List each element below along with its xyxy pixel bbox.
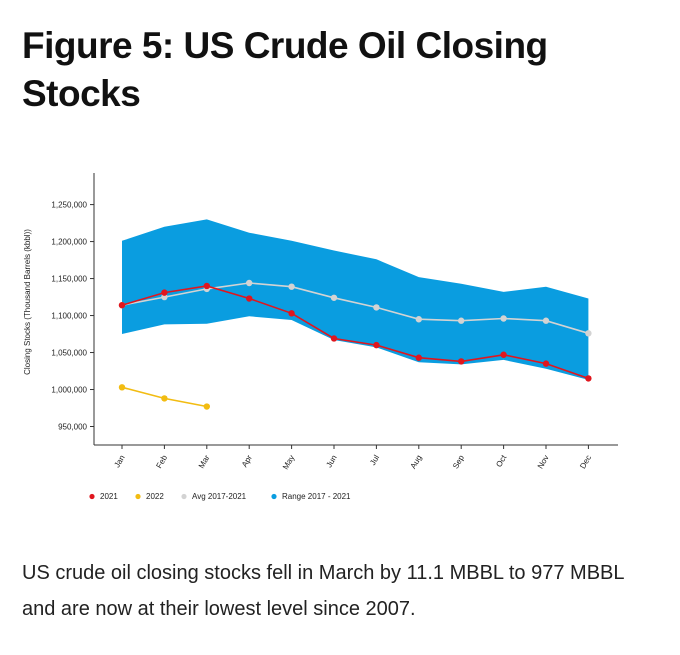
series-2021-point [542, 360, 550, 367]
series-2021-point [161, 289, 168, 296]
series-2021-point [415, 354, 422, 361]
series-2022-point [161, 395, 168, 402]
y-tick-label: 1,050,000 [51, 349, 87, 358]
y-tick-label: 1,200,000 [51, 238, 87, 247]
y-axis-label: Closing Stocks (Thousand Barrels (kbbl)) [23, 229, 32, 375]
range-2017-2021-band [122, 219, 589, 380]
series-2022-point [118, 384, 126, 391]
series-avg-2017-2021-point [500, 315, 507, 322]
x-tick-label: May [281, 454, 296, 472]
x-tick-label: Apr [240, 453, 254, 469]
y-tick-label: 950,000 [58, 423, 87, 432]
series-avg-2017-2021-point [330, 294, 338, 301]
series-2021-point [288, 310, 295, 317]
caption-text: US crude oil closing stocks fell in Marc… [22, 562, 624, 620]
y-tick-label: 1,000,000 [51, 386, 87, 395]
legend-label: Avg 2017-2021 [192, 492, 247, 501]
series-avg-2017-2021-point [458, 317, 465, 324]
series-avg-2017-2021-point [542, 317, 550, 324]
legend-item-2021[interactable]: 2021 [89, 492, 118, 501]
legend-item-avg-2017-2021[interactable]: Avg 2017-2021 [181, 492, 247, 501]
series-avg-2017-2021-point [415, 316, 422, 323]
x-tick-label: Jan [112, 454, 126, 470]
crude-oil-stocks-chart: 950,000 1,000,000 1,050,000 1,100,000 1,150,… [23, 173, 618, 501]
series-avg-2017-2021-line [121, 282, 589, 335]
series-avg-2017-2021-point [585, 330, 592, 337]
series-2021-point [373, 341, 380, 349]
legend-item-range-2017-2021[interactable]: Range 2017 - 2021 [271, 492, 351, 501]
legend-item-2022[interactable]: 2022 [135, 492, 164, 501]
y-tick-label: 1,100,000 [51, 312, 87, 321]
series-avg-2017-2021-point [288, 283, 295, 290]
x-tick-label: Sep [451, 453, 466, 470]
x-tick-label: Nov [536, 454, 551, 471]
legend-label: 2021 [100, 492, 118, 501]
series-2021-point [458, 358, 465, 365]
x-tick-label: Dec [578, 454, 593, 471]
series-2022-point [203, 403, 210, 410]
series-avg-2017-2021-point [246, 279, 253, 287]
x-tick-label: Aug [409, 454, 424, 471]
page-title: Figure 5: US Crude Oil Closing Stocks [22, 25, 548, 114]
x-tick-label: Feb [154, 453, 169, 470]
legend-swatch [89, 493, 95, 500]
x-tick-label: Jun [324, 454, 338, 470]
chart-container: 950,000 1,000,000 1,050,000 1,100,000 1,150,… [0, 160, 680, 520]
legend-swatch [181, 493, 187, 500]
series-2021-point [118, 301, 126, 309]
x-tick-label: Jul [368, 453, 381, 467]
series-avg-2017-2021-point [373, 304, 380, 311]
series-2021-point [330, 335, 338, 342]
x-tick-label: Oct [494, 453, 508, 469]
legend-label: 2022 [146, 492, 164, 501]
series-2021-point [585, 375, 592, 382]
legend-swatch [135, 493, 141, 500]
series-2021-point [246, 295, 253, 302]
legend-label: Range 2017 - 2021 [282, 492, 351, 501]
series-2021-point [203, 282, 210, 290]
legend-swatch [271, 493, 277, 500]
y-tick-label: 1,150,000 [51, 275, 87, 284]
series-2021-point [500, 351, 507, 358]
series-2021-line [121, 285, 589, 380]
series-avg-2017-2021-point [161, 293, 168, 301]
x-tick-label: Mar [197, 453, 212, 470]
y-tick-label: 1,250,000 [51, 201, 87, 210]
